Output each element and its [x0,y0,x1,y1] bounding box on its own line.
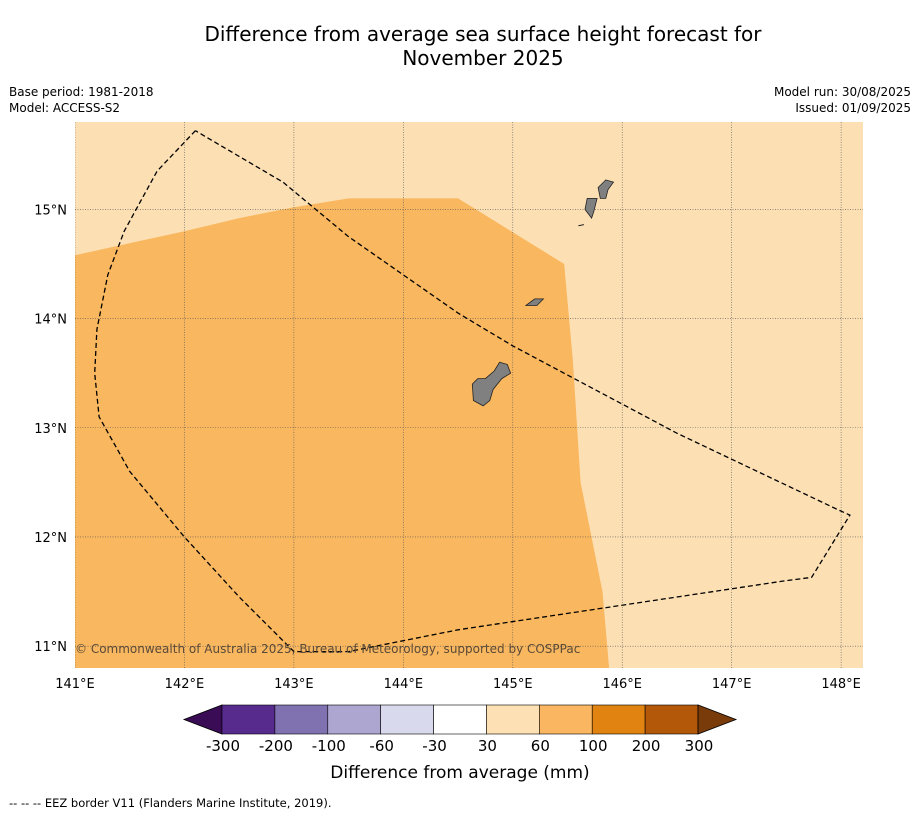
lon-tick-label: 146°E [602,677,642,692]
lon-tick-label: 148°E [821,677,861,692]
colorbar-tick-label: 30 [478,737,497,755]
copyright-text: © Commonwealth of Australia 2025, Bureau… [75,642,580,656]
colorbar-swatch [221,704,276,735]
model-name: Model: ACCESS-S2 [9,101,121,115]
title-line-2: November 2025 [402,46,564,70]
lon-tick-label: 141°E [55,677,95,692]
lon-tick-label: 147°E [712,677,752,692]
model-run: Model run: 30/08/2025 [773,85,911,99]
colorbar-tick-label: -200 [259,737,293,755]
lat-tick-label: 15°N [34,203,67,218]
island-2 [584,197,598,219]
island-4 [578,224,584,227]
lon-tick-label: 145°E [493,677,533,692]
anomaly-regions [75,122,863,668]
latitude-labels: 11°N 12°N 13°N 14°N 15°N [34,203,67,655]
colorbar-tick-label: -30 [422,737,447,755]
lat-tick-label: 13°N [34,422,67,437]
anomaly-region-1 [75,198,610,668]
colorbar-tick-label: 200 [632,737,661,755]
eez-legend-note: -- -- -- EEZ border V11 (Flanders Marine… [9,796,332,810]
chart-title: Difference from average sea surface heig… [0,22,919,70]
colorbar-swatch [327,704,381,735]
colorbar: -300 -200 -100 -60 -30 30 60 100 200 300 [182,704,738,755]
eez-border [94,130,851,653]
colorbar-tick-label: -300 [206,737,240,755]
island-3 [597,179,615,199]
lat-tick-label: 12°N [34,531,67,546]
colorbar-label: Difference from average (mm) [330,763,589,783]
lat-tick-label: 11°N [34,640,67,655]
colorbar-tick-label: 60 [531,737,550,755]
colorbar-swatch [274,704,329,735]
base-period: Base period: 1981-2018 [9,85,154,99]
island-0 [471,361,512,407]
islands [471,179,615,407]
colorbar-extend-high [697,704,738,735]
longitude-labels: 141°E 142°E 143°E 144°E 145°E 146°E 147°E 148°E [55,677,861,692]
colorbar-tick-label: 300 [685,737,714,755]
colorbar-tick-label: 100 [579,737,608,755]
colorbar-tick-label: -60 [369,737,394,755]
graticule [75,122,863,668]
lat-tick-label: 14°N [34,313,67,328]
issued-date: Issued: 01/09/2025 [795,101,911,115]
meta-right: Model run: 30/08/2025 Issued: 01/09/2025 [774,84,911,116]
colorbar-swatch [433,704,487,735]
colorbar-swatch [380,704,434,735]
colorbar-swatch [644,704,699,735]
colorbar-swatch [486,704,540,735]
colorbar-swatch [591,704,646,735]
lon-tick-label: 143°E [274,677,314,692]
lon-tick-label: 144°E [384,677,424,692]
meta-left: Base period: 1981-2018 Model: ACCESS-S2 [9,84,154,116]
lon-tick-label: 142°E [165,677,205,692]
colorbar-swatch [539,704,593,735]
colorbar-tick-label: -100 [312,737,346,755]
island-1 [524,298,545,306]
title-line-1: Difference from average sea surface heig… [204,22,762,46]
colorbar-extend-low [182,704,223,735]
eez-border-layer [94,130,851,653]
